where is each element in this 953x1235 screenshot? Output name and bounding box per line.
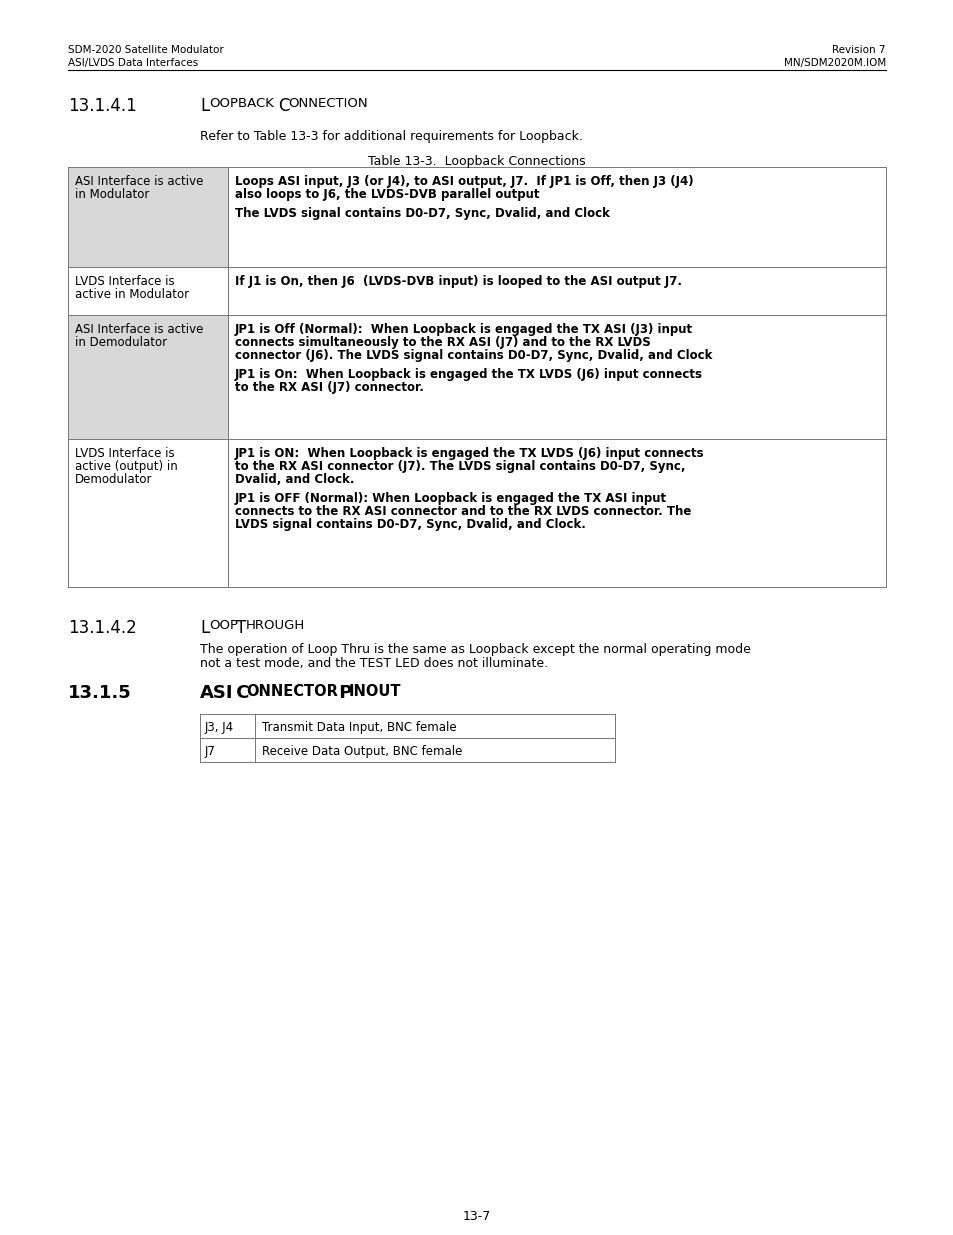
Text: not a test mode, and the TEST LED does not illuminate.: not a test mode, and the TEST LED does n… <box>200 657 548 671</box>
Text: ASI: ASI <box>200 684 233 701</box>
Bar <box>228 267 885 315</box>
Text: Demodulator: Demodulator <box>75 473 152 487</box>
Text: The operation of Loop Thru is the same as Loopback except the normal operating m: The operation of Loop Thru is the same a… <box>200 643 750 656</box>
Text: If J1 is On, then J6  (LVDS-DVB input) is looped to the ASI output J7.: If J1 is On, then J6 (LVDS-DVB input) is… <box>234 275 681 288</box>
Text: J7: J7 <box>205 745 215 758</box>
Text: ASI Interface is active: ASI Interface is active <box>75 324 203 336</box>
Text: 13.1.4.1: 13.1.4.1 <box>68 98 136 115</box>
Text: connects simultaneously to the RX ASI (J7) and to the RX LVDS: connects simultaneously to the RX ASI (J… <box>234 336 650 350</box>
Text: also loops to J6, the LVDS-DVB parallel output: also loops to J6, the LVDS-DVB parallel … <box>234 188 539 201</box>
Text: JP1 is On:  When Loopback is engaged the TX LVDS (J6) input connects: JP1 is On: When Loopback is engaged the … <box>234 368 702 382</box>
Text: INOUT: INOUT <box>349 684 401 699</box>
Text: JP1 is Off (Normal):  When Loopback is engaged the TX ASI (J3) input: JP1 is Off (Normal): When Loopback is en… <box>234 324 693 336</box>
Text: to the RX ASI (J7) connector.: to the RX ASI (J7) connector. <box>234 382 423 394</box>
Text: ONNECTION: ONNECTION <box>288 98 367 110</box>
Text: MN/SDM2020M.IOM: MN/SDM2020M.IOM <box>783 58 885 68</box>
Text: connector (J6). The LVDS signal contains D0-D7, Sync, Dvalid, and Clock: connector (J6). The LVDS signal contains… <box>234 350 712 362</box>
Text: The LVDS signal contains D0-D7, Sync, Dvalid, and Clock: The LVDS signal contains D0-D7, Sync, Dv… <box>234 207 609 220</box>
Text: ONNECTOR: ONNECTOR <box>246 684 337 699</box>
Bar <box>228 315 885 438</box>
Text: Revision 7: Revision 7 <box>832 44 885 56</box>
Text: active in Modulator: active in Modulator <box>75 288 189 301</box>
Text: JP1 is OFF (Normal): When Loopback is engaged the TX ASI input: JP1 is OFF (Normal): When Loopback is en… <box>234 492 666 505</box>
Text: in Modulator: in Modulator <box>75 188 150 201</box>
Bar <box>228 438 885 587</box>
Text: OOPBACK: OOPBACK <box>209 98 274 110</box>
Text: C: C <box>230 684 250 701</box>
Text: P: P <box>333 684 352 701</box>
Bar <box>68 167 228 267</box>
Bar <box>68 438 228 587</box>
Text: Refer to Table 13-3 for additional requirements for Loopback.: Refer to Table 13-3 for additional requi… <box>200 130 582 143</box>
Text: LVDS signal contains D0-D7, Sync, Dvalid, and Clock.: LVDS signal contains D0-D7, Sync, Dvalid… <box>234 517 585 531</box>
Text: J3, J4: J3, J4 <box>205 721 233 734</box>
Text: 13.1.5: 13.1.5 <box>68 684 132 701</box>
Text: L: L <box>200 98 209 115</box>
Bar <box>200 714 615 739</box>
Text: LVDS Interface is: LVDS Interface is <box>75 275 174 288</box>
Text: connects to the RX ASI connector and to the RX LVDS connector. The: connects to the RX ASI connector and to … <box>234 505 691 517</box>
Text: 13-7: 13-7 <box>462 1210 491 1223</box>
Text: Table 13-3.  Loopback Connections: Table 13-3. Loopback Connections <box>368 156 585 168</box>
Text: Transmit Data Input, BNC female: Transmit Data Input, BNC female <box>262 721 456 734</box>
Text: T: T <box>235 619 246 637</box>
Text: 13.1.4.2: 13.1.4.2 <box>68 619 136 637</box>
Text: ASI Interface is active: ASI Interface is active <box>75 175 203 188</box>
Bar <box>200 739 615 762</box>
Text: L: L <box>200 619 209 637</box>
Bar <box>68 267 228 315</box>
Text: HROUGH: HROUGH <box>246 619 305 632</box>
Bar <box>228 167 885 267</box>
Text: ASI/LVDS Data Interfaces: ASI/LVDS Data Interfaces <box>68 58 198 68</box>
Text: Receive Data Output, BNC female: Receive Data Output, BNC female <box>262 745 462 758</box>
Text: in Demodulator: in Demodulator <box>75 336 167 350</box>
Text: active (output) in: active (output) in <box>75 459 177 473</box>
Bar <box>68 315 228 438</box>
Text: Loops ASI input, J3 (or J4), to ASI output, J7.  If JP1 is Off, then J3 (J4): Loops ASI input, J3 (or J4), to ASI outp… <box>234 175 693 188</box>
Text: C: C <box>277 98 289 115</box>
Text: OOP: OOP <box>209 619 237 632</box>
Text: JP1 is ON:  When Loopback is engaged the TX LVDS (J6) input connects: JP1 is ON: When Loopback is engaged the … <box>234 447 704 459</box>
Text: SDM-2020 Satellite Modulator: SDM-2020 Satellite Modulator <box>68 44 224 56</box>
Text: to the RX ASI connector (J7). The LVDS signal contains D0-D7, Sync,: to the RX ASI connector (J7). The LVDS s… <box>234 459 685 473</box>
Text: LVDS Interface is: LVDS Interface is <box>75 447 174 459</box>
Text: Dvalid, and Clock.: Dvalid, and Clock. <box>234 473 355 487</box>
